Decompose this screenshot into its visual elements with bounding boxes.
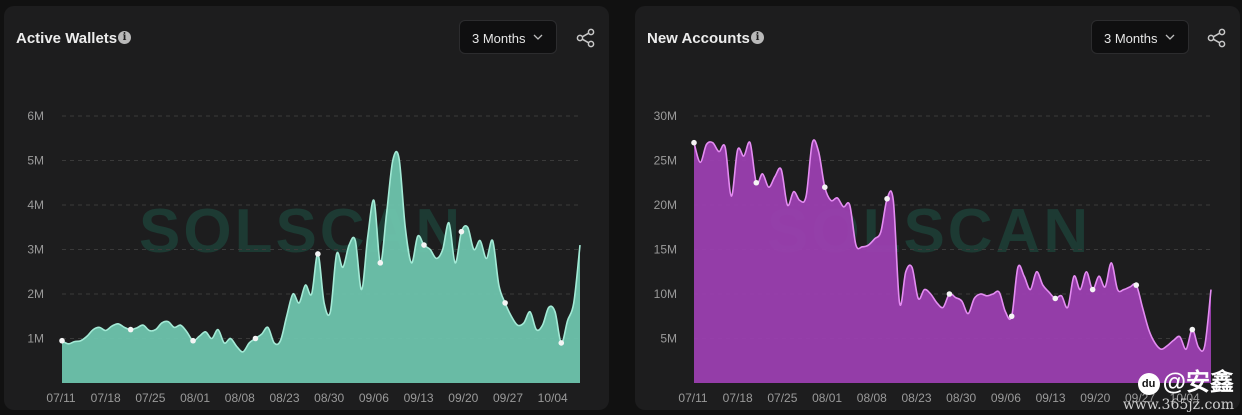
- x-tick-label: 07/11: [678, 391, 707, 405]
- series-area: [694, 139, 1211, 383]
- y-tick-label: 25M: [654, 154, 677, 168]
- x-tick-label: 07/25: [767, 391, 797, 405]
- x-tick-label: 08/01: [812, 391, 842, 405]
- x-tick-label: 08/23: [269, 391, 299, 405]
- data-point: [1089, 286, 1096, 293]
- y-tick-label: 4M: [27, 198, 44, 212]
- x-tick-label: 09/06: [991, 391, 1021, 405]
- x-tick-label: 09/13: [1036, 391, 1066, 405]
- y-tick-label: 6M: [27, 109, 44, 123]
- y-tick-label: 20M: [654, 198, 677, 212]
- data-point: [753, 179, 760, 186]
- y-tick-label: 5M: [27, 154, 44, 168]
- data-point: [884, 195, 890, 202]
- data-point: [190, 337, 196, 344]
- x-tick-label: 10/04: [538, 391, 568, 405]
- y-tick-label: 1M: [27, 332, 44, 346]
- series-area: [62, 151, 580, 383]
- data-point: [252, 335, 259, 342]
- series-line: [61, 150, 581, 353]
- x-tick-label: 10/04: [1170, 391, 1200, 405]
- data-point: [1052, 295, 1059, 302]
- x-tick-label: 09/27: [1125, 391, 1155, 405]
- info-icon[interactable]: i: [118, 31, 131, 44]
- y-tick-label: 5M: [660, 332, 677, 346]
- data-point: [377, 260, 384, 266]
- data-point: [502, 300, 508, 306]
- new-accounts-card: New Accounts i 3 Months SOLSCAN 5M 10M 15M 2…: [635, 6, 1240, 410]
- y-tick-label: 3M: [27, 243, 44, 257]
- data-point: [691, 139, 697, 146]
- y-tick-label: 30M: [654, 109, 677, 123]
- x-tick-label: 08/01: [180, 391, 210, 405]
- data-point: [458, 228, 465, 235]
- data-point: [1008, 313, 1015, 320]
- share-icon[interactable]: [576, 28, 596, 48]
- data-point: [315, 251, 321, 257]
- chevron-down-icon: [533, 34, 543, 40]
- range-select[interactable]: 3 Months: [1091, 20, 1189, 54]
- range-select[interactable]: 3 Months: [459, 20, 557, 54]
- y-tick-label: 2M: [27, 287, 44, 301]
- x-tick-label: 08/30: [314, 391, 344, 405]
- x-tick-label: 09/27: [493, 391, 523, 405]
- range-select-label: 3 Months: [1104, 31, 1158, 46]
- x-tick-label: 09/20: [448, 391, 478, 405]
- data-point: [946, 291, 953, 297]
- card-title: New Accounts: [647, 30, 750, 47]
- data-point: [822, 184, 828, 190]
- x-tick-label: 08/23: [901, 391, 931, 405]
- x-tick-label: 08/08: [225, 391, 255, 405]
- chevron-down-icon: [1165, 34, 1175, 40]
- x-tick-label: 07/18: [91, 391, 121, 405]
- x-tick-label: 09/13: [404, 391, 434, 405]
- x-tick-label: 08/30: [946, 391, 976, 405]
- x-tick-label: 07/11: [46, 391, 75, 405]
- y-tick-label: 10M: [654, 287, 677, 301]
- info-icon[interactable]: i: [751, 31, 764, 44]
- x-tick-label: 09/06: [359, 391, 389, 405]
- data-point: [558, 340, 565, 346]
- card-title: Active Wallets: [16, 30, 118, 47]
- range-select-label: 3 Months: [472, 31, 526, 46]
- data-point: [1189, 326, 1196, 333]
- data-point: [127, 326, 134, 333]
- x-tick-label: 09/20: [1080, 391, 1110, 405]
- y-tick-label: 15M: [654, 243, 677, 257]
- x-tick-label: 08/08: [857, 391, 887, 405]
- active-wallets-card: Active Wallets i 3 Months SOLSCAN 1M 2M 3M 4…: [4, 6, 609, 410]
- data-point: [59, 337, 65, 344]
- x-tick-label: 07/25: [135, 391, 165, 405]
- x-tick-label: 07/18: [723, 391, 753, 405]
- data-point: [421, 242, 427, 248]
- share-icon[interactable]: [1207, 28, 1227, 48]
- data-point: [1133, 282, 1140, 288]
